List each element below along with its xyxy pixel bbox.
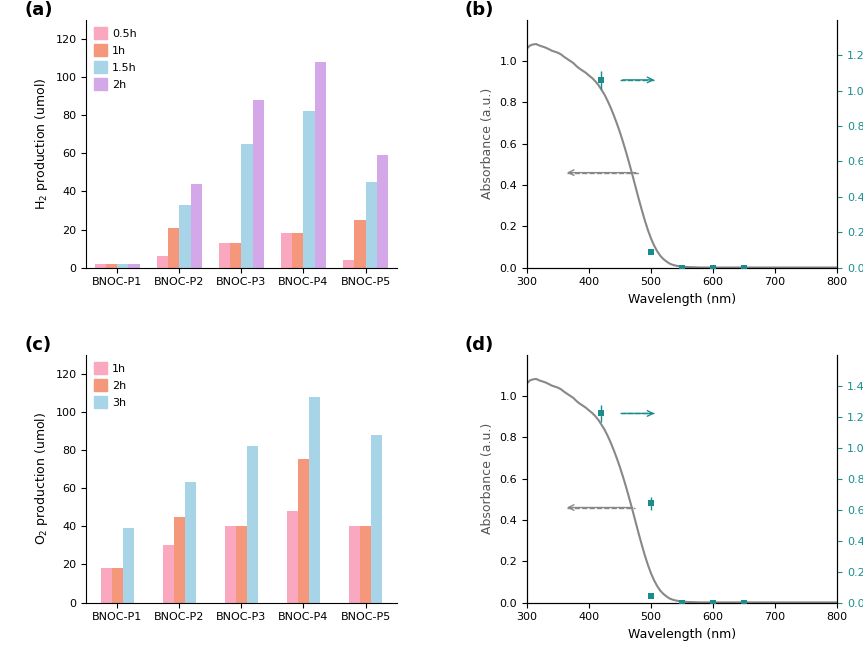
Bar [157, 256, 168, 268]
Bar [376, 155, 387, 268]
Bar [355, 220, 366, 268]
Bar [253, 100, 264, 268]
Bar [309, 396, 320, 603]
Bar [366, 182, 376, 268]
Bar [247, 446, 258, 603]
Bar [236, 526, 247, 603]
Bar [101, 569, 111, 603]
Bar [242, 143, 253, 268]
Bar [224, 526, 236, 603]
Text: (a): (a) [24, 1, 53, 19]
Text: (c): (c) [24, 335, 52, 354]
X-axis label: Wavelength (nm): Wavelength (nm) [628, 628, 736, 641]
Bar [173, 517, 185, 603]
Bar [343, 260, 355, 268]
Bar [117, 264, 129, 268]
Bar [349, 526, 360, 603]
Text: (b): (b) [465, 1, 494, 19]
Bar [371, 435, 382, 603]
Bar [162, 546, 173, 603]
Y-axis label: H$_2$ production (umol): H$_2$ production (umol) [33, 77, 50, 210]
Bar [219, 243, 230, 268]
Bar [129, 264, 140, 268]
Legend: 0.5h, 1h, 1.5h, 2h: 0.5h, 1h, 1.5h, 2h [90, 23, 141, 94]
Bar [360, 526, 371, 603]
Text: (d): (d) [465, 335, 494, 354]
X-axis label: Wavelength (nm): Wavelength (nm) [628, 293, 736, 306]
Y-axis label: Absorbance (a.u.): Absorbance (a.u.) [481, 88, 494, 199]
Bar [180, 205, 191, 268]
Bar [287, 511, 298, 603]
Bar [293, 233, 304, 268]
Bar [298, 460, 309, 603]
Y-axis label: O$_2$ production (umol): O$_2$ production (umol) [33, 412, 50, 545]
Bar [123, 528, 134, 603]
Bar [95, 264, 106, 268]
Bar [185, 482, 196, 603]
Bar [168, 228, 180, 268]
Bar [304, 111, 315, 268]
Bar [281, 233, 293, 268]
Legend: 1h, 2h, 3h: 1h, 2h, 3h [90, 358, 130, 412]
Bar [230, 243, 242, 268]
Bar [106, 264, 117, 268]
Bar [111, 569, 123, 603]
Bar [191, 184, 202, 268]
Bar [315, 62, 326, 268]
Y-axis label: Absorbance (a.u.): Absorbance (a.u.) [481, 423, 494, 534]
